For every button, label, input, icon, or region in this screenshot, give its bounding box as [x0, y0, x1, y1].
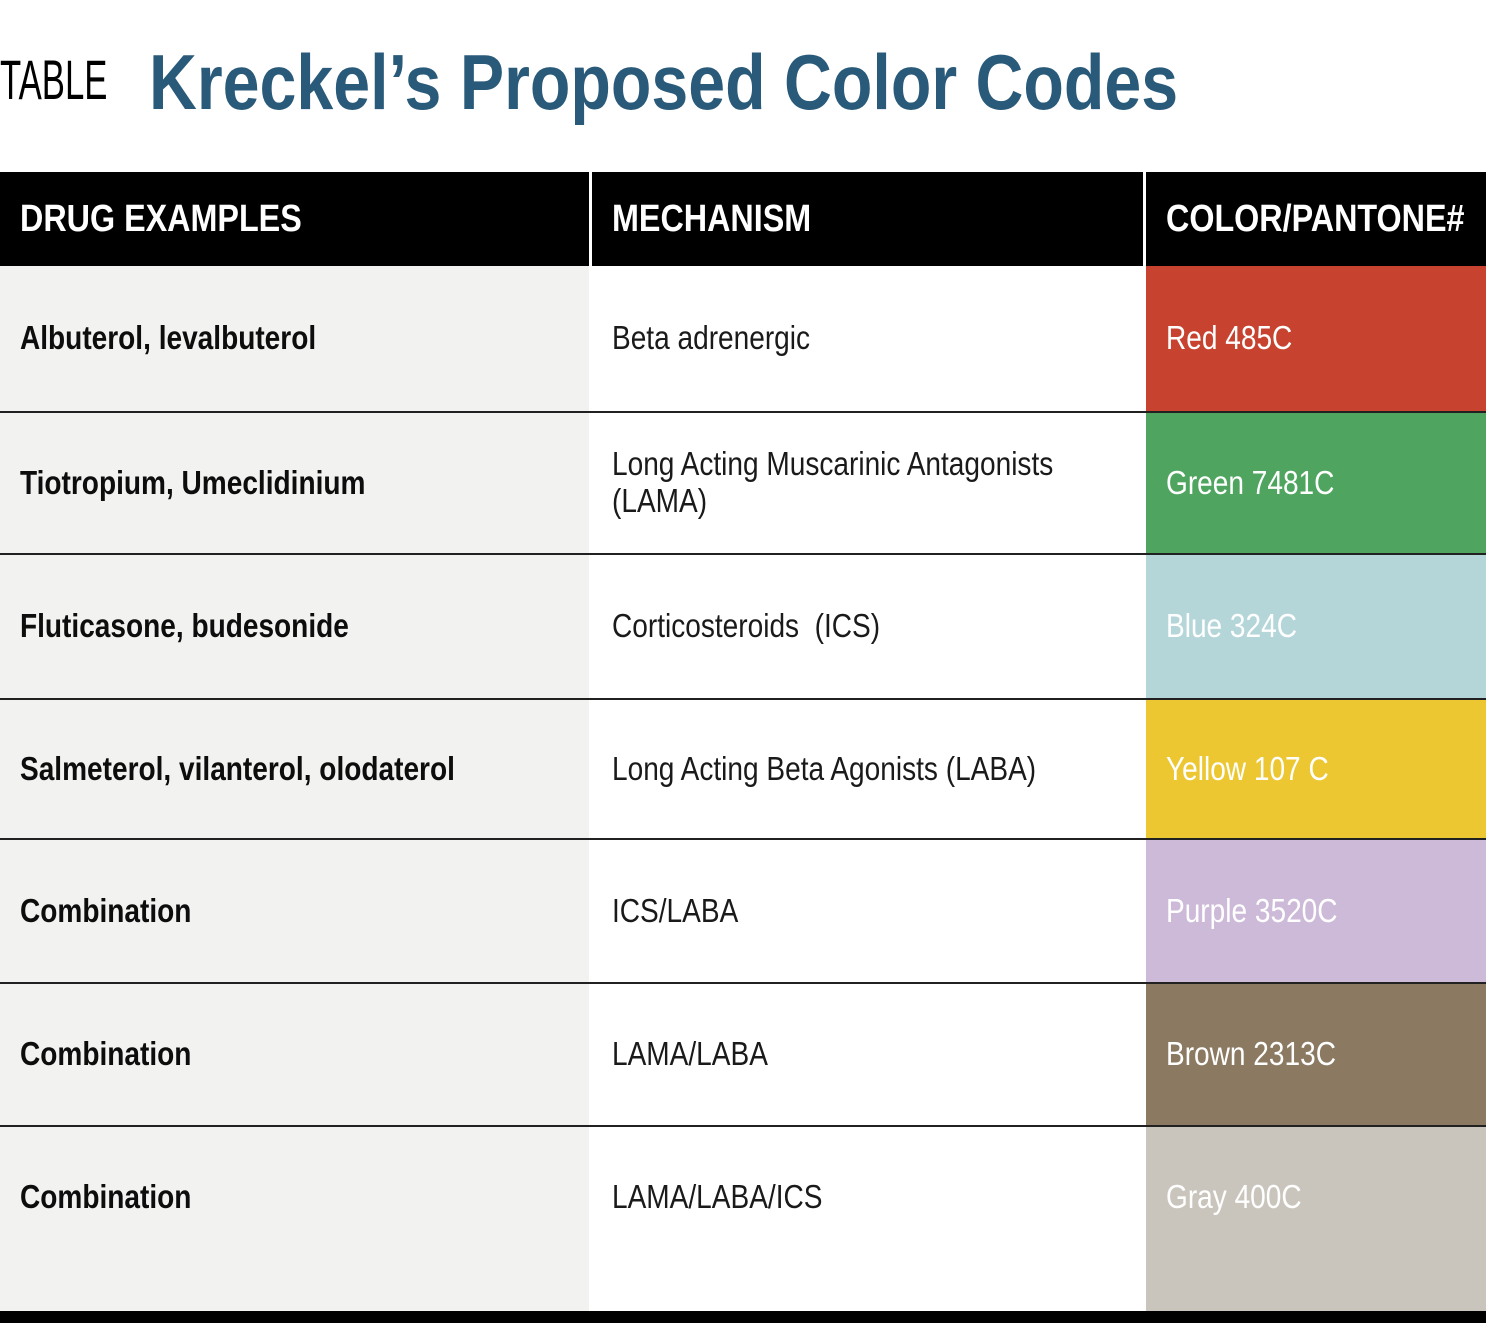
- mechanism-cell: LAMA/LABA: [592, 984, 1143, 1125]
- pantone-color-cell: Yellow 107 C: [1146, 700, 1486, 838]
- pantone-color-cell: Blue 324C: [1146, 555, 1486, 698]
- page-title: Kreckel’s Proposed Color Codes: [149, 38, 1179, 126]
- drug-examples-cell: Combination: [0, 1127, 589, 1311]
- mechanism-cell-text: LAMA/LABA/ICS: [612, 1177, 823, 1215]
- table-row: Tiotropium, Umeclidinium Long Acting Musc…: [0, 411, 1486, 553]
- table-row: Albuterol, levalbuterol Beta adrenergic Re…: [0, 266, 1486, 411]
- pantone-color-cell: Green 7481C: [1146, 413, 1486, 553]
- bottom-bar: [0, 1311, 1486, 1323]
- drug-examples-cell-text: Tiotropium, Umeclidinium: [20, 463, 366, 501]
- drug-examples-cell-text: Combination: [20, 1035, 192, 1073]
- mechanism-cell-text: Long Acting Muscarinic Antagonists (LAMA…: [612, 445, 1062, 519]
- pantone-color-cell: Red 485C: [1146, 266, 1486, 411]
- drug-examples-cell-text: Fluticasone, budesonide: [20, 607, 349, 645]
- pantone-color-cell-text: Green 7481C: [1166, 463, 1335, 501]
- drug-examples-cell: Combination: [0, 984, 589, 1125]
- kicker-label: TABLE: [0, 48, 108, 111]
- pantone-color-cell: Brown 2313C: [1146, 984, 1486, 1125]
- column-header-drug-examples: DRUG EXAMPLES: [0, 172, 589, 266]
- pantone-color-cell-text: Purple 3520C: [1166, 891, 1338, 929]
- mechanism-cell: Beta adrenergic: [592, 266, 1143, 411]
- column-header-color-pantone: COLOR/PANTONE#: [1146, 172, 1486, 266]
- mechanism-cell: Long Acting Beta Agonists (LABA): [592, 700, 1143, 838]
- drug-examples-cell: Combination: [0, 840, 589, 982]
- column-header-color-pantone-text: COLOR/PANTONE#: [1166, 197, 1465, 240]
- table-row: Combination LAMA/LABA/ICS Gray 400C: [0, 1125, 1486, 1311]
- table-header-row: DRUG EXAMPLES MECHANISM COLOR/PANTONE#: [0, 172, 1486, 266]
- drug-examples-cell-text: Albuterol, levalbuterol: [20, 319, 317, 357]
- table-row: Combination ICS/LABA Purple 3520C: [0, 838, 1486, 982]
- drug-examples-cell: Albuterol, levalbuterol: [0, 266, 589, 411]
- drug-examples-cell-text: Combination: [20, 891, 192, 929]
- pantone-color-cell-text: Brown 2313C: [1166, 1035, 1336, 1073]
- mechanism-cell-text: LAMA/LABA: [612, 1035, 768, 1073]
- mechanism-cell-text: ICS/LABA: [612, 891, 739, 929]
- mechanism-cell-text: Corticosteroids (ICS): [612, 607, 881, 645]
- drug-examples-cell: Salmeterol, vilanterol, olodaterol: [0, 700, 589, 838]
- pantone-color-cell-text: Red 485C: [1166, 319, 1293, 357]
- pantone-color-cell-text: Yellow 107 C: [1166, 749, 1329, 787]
- table-row: Fluticasone, budesonide Corticosteroids (…: [0, 553, 1486, 698]
- column-header-drug-examples-text: DRUG EXAMPLES: [20, 197, 302, 240]
- drug-examples-cell: Fluticasone, budesonide: [0, 555, 589, 698]
- drug-examples-cell-text: Salmeterol, vilanterol, olodaterol: [20, 749, 455, 787]
- color-codes-table: DRUG EXAMPLES MECHANISM COLOR/PANTONE# A…: [0, 172, 1486, 1311]
- table-row: Salmeterol, vilanterol, olodaterol Long A…: [0, 698, 1486, 838]
- column-header-mechanism-text: MECHANISM: [612, 197, 812, 240]
- mechanism-cell: ICS/LABA: [592, 840, 1143, 982]
- mechanism-cell-text: Beta adrenergic: [612, 319, 811, 357]
- table-row: Combination LAMA/LABA Brown 2313C: [0, 982, 1486, 1125]
- pantone-color-cell: Gray 400C: [1146, 1127, 1486, 1311]
- pantone-color-cell: Purple 3520C: [1146, 840, 1486, 982]
- mechanism-cell-text: Long Acting Beta Agonists (LABA): [612, 749, 1037, 787]
- mechanism-cell: Long Acting Muscarinic Antagonists (LAMA…: [592, 413, 1143, 553]
- pantone-color-cell-text: Blue 324C: [1166, 607, 1297, 645]
- drug-examples-cell: Tiotropium, Umeclidinium: [0, 413, 589, 553]
- table-body: Albuterol, levalbuterol Beta adrenergic Re…: [0, 266, 1486, 1311]
- mechanism-cell: Corticosteroids (ICS): [592, 555, 1143, 698]
- mechanism-cell: LAMA/LABA/ICS: [592, 1127, 1143, 1311]
- pantone-color-cell-text: Gray 400C: [1166, 1177, 1302, 1215]
- drug-examples-cell-text: Combination: [20, 1177, 192, 1215]
- column-header-mechanism: MECHANISM: [592, 172, 1143, 266]
